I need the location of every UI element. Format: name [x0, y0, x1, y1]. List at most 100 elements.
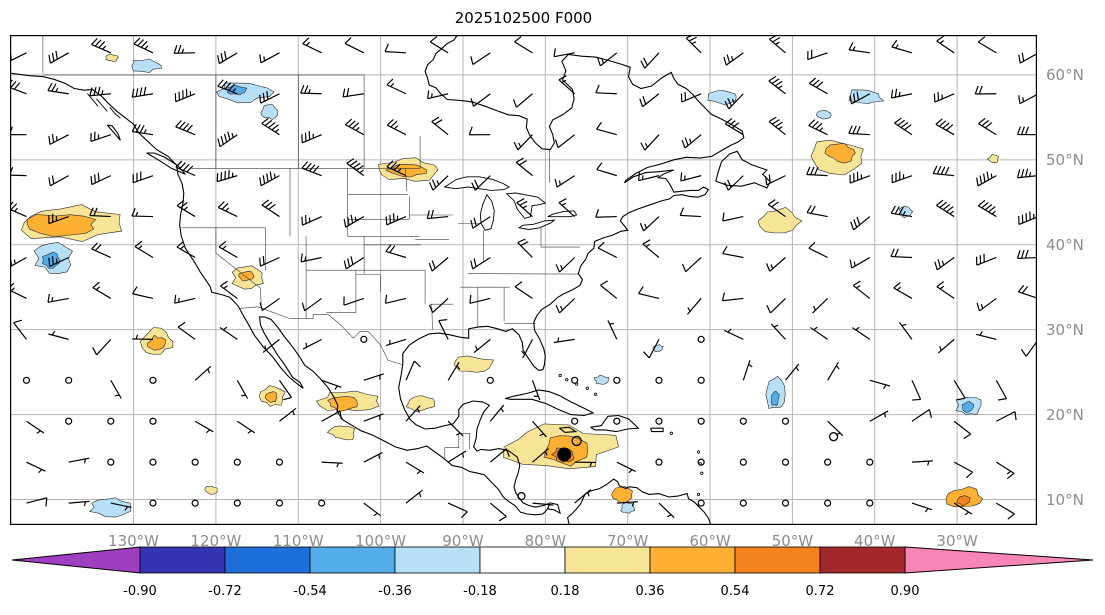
wind-barb — [555, 297, 576, 314]
wind-barb — [890, 88, 913, 99]
calm-circle — [866, 458, 874, 466]
border-line — [467, 273, 580, 275]
calm-circle — [149, 376, 157, 384]
colorbar-segment — [479, 546, 566, 574]
colorbar-tick-label: 0.90 — [891, 584, 920, 599]
wind-barb — [722, 212, 744, 222]
small-island-dot — [696, 492, 701, 497]
colorbar-tick-label: -0.36 — [378, 584, 412, 599]
wind-barb — [131, 207, 153, 218]
wind-barb — [806, 166, 828, 177]
anomaly-patch — [956, 495, 971, 507]
coastline-south-america — [566, 478, 712, 525]
wind-barb — [643, 339, 660, 359]
wind-barb — [173, 44, 196, 54]
wind-barb — [852, 280, 871, 299]
wind-barb — [48, 213, 69, 225]
wind-barb — [953, 461, 974, 479]
wind-barb — [65, 376, 73, 384]
calm-circle — [739, 499, 747, 507]
fjord-line — [96, 98, 108, 112]
calm-circle — [149, 417, 157, 425]
colorbar-tick-label: -0.18 — [463, 584, 497, 599]
anomaly-patch — [326, 425, 356, 441]
wind-barb — [261, 117, 280, 136]
wind-barb — [10, 282, 27, 299]
lat-tick-label: 60°N — [1046, 65, 1084, 84]
wind-barb — [318, 499, 326, 507]
wind-barb — [911, 502, 933, 513]
wind-barb — [697, 458, 705, 466]
wind-barb — [176, 199, 196, 218]
wind-barb — [469, 294, 491, 304]
island-outline — [715, 150, 771, 189]
wind-barb — [848, 125, 870, 136]
wind-barb — [107, 458, 115, 466]
wind-barb — [10, 166, 27, 177]
wind-barb — [26, 420, 45, 434]
calm-circle — [697, 376, 705, 384]
wind-barb — [363, 413, 384, 422]
small-islands — [558, 373, 704, 497]
wind-barb — [765, 174, 786, 186]
wind-barb — [658, 502, 675, 519]
wind-barb — [827, 361, 840, 381]
lat-tick-label: 50°N — [1046, 150, 1084, 169]
wind-barb — [360, 335, 368, 343]
wind-barb — [344, 37, 365, 54]
colorbar-tick-label: -0.90 — [123, 584, 157, 599]
wind-barb — [768, 116, 786, 136]
wind-barb — [869, 379, 891, 389]
colorbar: -0.90 -0.72 -0.54 -0.36 -0.18 0.18 0.36 0.54 0.7… — [11, 546, 1094, 599]
calm-circle — [655, 458, 663, 466]
wind-barb — [174, 294, 196, 304]
anomaly-patch — [42, 251, 61, 269]
wind-barb — [132, 171, 154, 184]
calm-circle — [781, 458, 790, 466]
wind-barb — [996, 502, 1015, 520]
open-circle-marker — [517, 491, 526, 501]
wind-barb — [10, 79, 27, 95]
wind-barb — [850, 216, 871, 231]
wind-barb — [301, 161, 322, 177]
wind-barb — [515, 157, 533, 177]
anomaly-patch — [131, 58, 162, 73]
calm-circle — [233, 499, 241, 507]
wind-barb — [785, 363, 800, 381]
wind-barb — [768, 75, 786, 95]
wind-barb — [517, 238, 533, 258]
colorbar-segment — [224, 546, 311, 574]
wind-barb — [68, 500, 90, 507]
calm-circle — [107, 458, 115, 466]
wind-barb — [302, 37, 322, 54]
small-island-dot — [593, 392, 598, 396]
wind-barb — [220, 280, 238, 299]
wind-barb — [996, 411, 1017, 422]
wind-barb — [934, 257, 955, 271]
colorbar-tick-label: 0.72 — [806, 584, 835, 599]
wind-barb — [532, 420, 547, 438]
anomaly-patch — [611, 486, 633, 504]
wind-barb — [866, 499, 874, 507]
calm-circle — [697, 417, 705, 425]
anomaly-patch — [824, 143, 856, 164]
wind-barb — [363, 502, 381, 517]
wind-barb — [321, 461, 343, 468]
wind-barb — [91, 37, 112, 54]
wind-barb — [110, 502, 132, 511]
wind-barb — [724, 93, 744, 110]
calm-circle — [65, 417, 73, 425]
wind-barb — [824, 458, 832, 466]
wind-barb — [1018, 93, 1037, 105]
wind-barb — [48, 256, 69, 267]
wind-barb — [1016, 126, 1037, 136]
lon-tick-label: 100°W — [355, 532, 407, 550]
wind-barb — [47, 82, 69, 95]
wind-barb — [571, 417, 579, 425]
island-outline — [106, 124, 121, 141]
anomaly-patch — [26, 214, 97, 238]
wind-barb — [194, 420, 214, 434]
wind-barb — [724, 118, 744, 136]
calm-circle — [781, 499, 790, 507]
wind-barb — [473, 338, 491, 354]
